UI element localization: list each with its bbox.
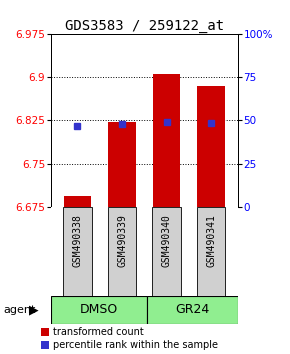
Bar — [51, 296, 146, 324]
Bar — [63, 207, 92, 296]
Text: GSM490341: GSM490341 — [206, 214, 216, 267]
Text: GSM490339: GSM490339 — [117, 214, 127, 267]
Bar — [153, 74, 180, 207]
Text: GR24: GR24 — [175, 303, 209, 316]
Legend: transformed count, percentile rank within the sample: transformed count, percentile rank withi… — [41, 327, 218, 350]
Text: GSM490340: GSM490340 — [162, 214, 172, 267]
Bar — [152, 207, 181, 296]
Bar — [108, 122, 136, 207]
Text: DMSO: DMSO — [80, 303, 118, 316]
Text: GDS3583 / 259122_at: GDS3583 / 259122_at — [66, 19, 224, 34]
Bar — [197, 207, 225, 296]
Bar — [108, 207, 136, 296]
Bar — [64, 195, 91, 207]
Bar — [197, 86, 225, 207]
Bar — [146, 296, 238, 324]
Text: agent: agent — [3, 305, 35, 315]
Text: ▶: ▶ — [28, 303, 38, 316]
Text: GSM490338: GSM490338 — [72, 214, 82, 267]
